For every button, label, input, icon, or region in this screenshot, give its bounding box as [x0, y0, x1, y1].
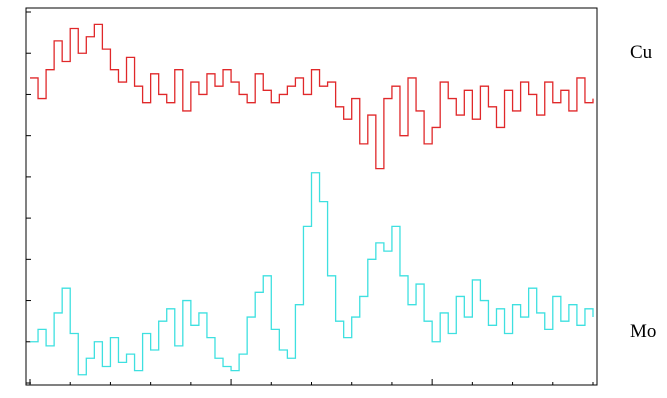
series-label-cu: Cu: [630, 42, 653, 63]
series-line-cu: [30, 23, 594, 170]
x-axis-ticks: [29, 379, 594, 385]
series-label-mo: Mo: [630, 321, 657, 342]
y-axis-ticks: [26, 11, 31, 384]
series-line-mo: [30, 172, 594, 376]
series-layer: [30, 23, 594, 376]
